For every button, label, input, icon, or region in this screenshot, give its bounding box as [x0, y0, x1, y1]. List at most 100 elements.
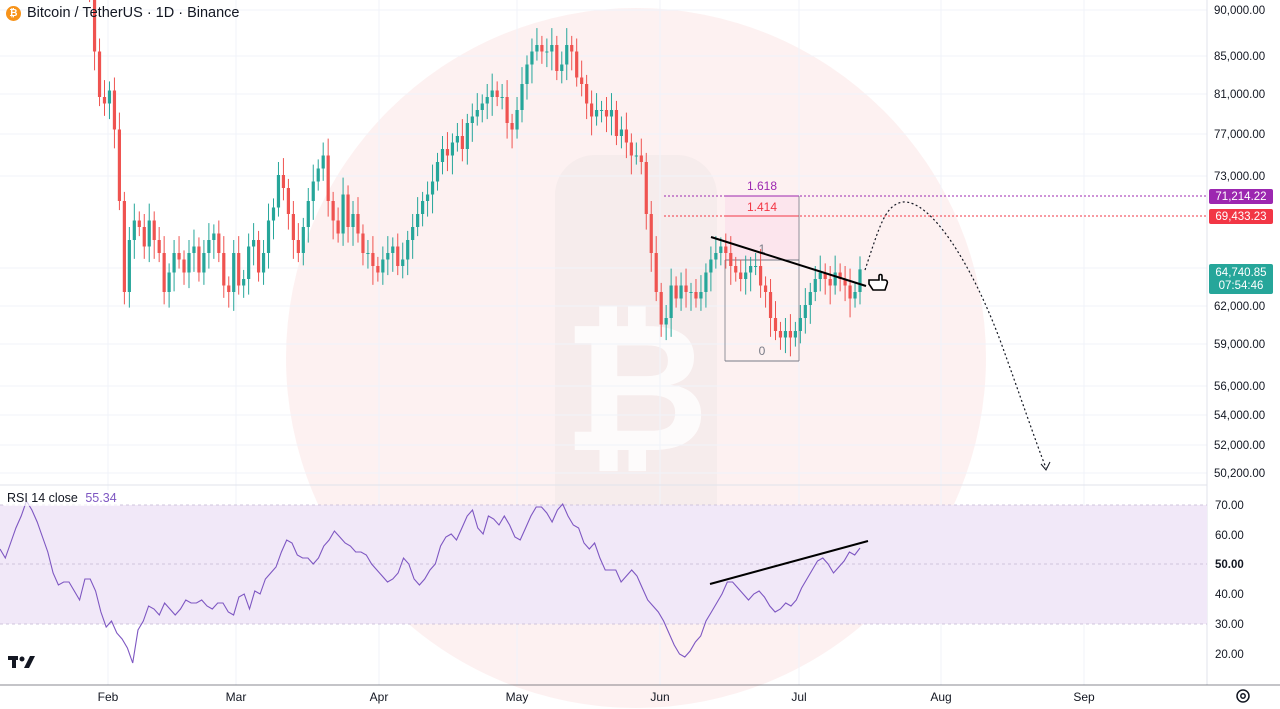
candle-body — [430, 181, 435, 195]
candle-body — [788, 331, 793, 338]
candle-body — [207, 240, 211, 253]
candle-body — [833, 272, 837, 286]
candle-body — [525, 64, 529, 84]
candle-body — [172, 253, 176, 273]
candle-body — [102, 97, 107, 104]
candle-body — [560, 64, 564, 71]
candle-body — [242, 279, 246, 286]
candle-body — [425, 194, 430, 201]
time-tick-label: Jul — [791, 690, 806, 704]
last-price-tag: 64,740.85 07:54:46 — [1209, 264, 1273, 294]
candle-body — [485, 97, 489, 104]
time-axis[interactable]: Feb Mar Apr May Jun Jul Aug Sep — [98, 690, 1095, 704]
svg-text:71,214.22: 71,214.22 — [1215, 191, 1266, 203]
price-tick-label: 81,000.00 — [1214, 89, 1265, 101]
candle-body — [634, 155, 638, 157]
candle-body — [793, 331, 797, 338]
candle-body — [599, 110, 604, 111]
candle-body — [440, 149, 445, 162]
candle-body — [644, 162, 648, 214]
candle-body — [311, 181, 315, 201]
candle-body — [301, 227, 305, 253]
candle-body — [137, 220, 141, 227]
rsi-tick-label: 20.00 — [1215, 649, 1244, 661]
projection-arrowhead — [1040, 461, 1051, 471]
hand-cursor-icon — [868, 273, 889, 291]
symbol-header[interactable]: ₿ Bitcoin / TetherUS · 1D · Binance — [6, 5, 240, 21]
candle-body — [450, 142, 455, 156]
rsi-axis[interactable]: 70.00 60.00 40.00 30.00 20.00 — [1215, 500, 1244, 661]
candle-body — [331, 201, 335, 221]
candle-body — [490, 90, 494, 97]
price-tick-label: 85,000.00 — [1214, 51, 1265, 63]
candle-body — [202, 253, 206, 273]
candle-body — [286, 188, 291, 214]
rsi-trendline[interactable] — [709, 540, 869, 585]
candle-body — [222, 253, 226, 286]
candle-body — [147, 220, 151, 247]
candle-body — [619, 129, 624, 136]
price-trendline[interactable] — [710, 236, 867, 287]
bitcoin-icon: ₿ — [6, 5, 21, 21]
candle-body — [823, 272, 827, 279]
candle-body — [629, 142, 633, 156]
candle-body — [684, 285, 688, 292]
candle-body — [669, 285, 673, 318]
candle-body — [401, 259, 405, 266]
gear-icon[interactable] — [1235, 688, 1251, 704]
candle-body — [266, 220, 271, 253]
candle-body — [813, 279, 817, 292]
candle-body — [391, 246, 395, 253]
rsi-tick-label: 70.00 — [1215, 500, 1244, 512]
candle-body — [659, 292, 663, 325]
candle-body — [396, 246, 400, 266]
projection-path[interactable] — [864, 201, 1047, 469]
rsi-legend[interactable]: RSI 14 close 55.34 — [4, 490, 120, 506]
candle-body — [117, 129, 122, 201]
candle-body — [232, 253, 236, 292]
time-tick-label: Apr — [370, 690, 389, 704]
candle-body — [843, 279, 847, 286]
candle-body — [798, 318, 802, 331]
candle-body — [475, 110, 479, 117]
price-tick-label: 50,200.00 — [1214, 468, 1265, 480]
candle-body — [704, 272, 708, 292]
candle-body — [276, 175, 281, 208]
rsi-tick-label: 40.00 — [1215, 589, 1244, 601]
bar-countdown: 07:54:46 — [1219, 280, 1264, 292]
rsi-tick-label: 30.00 — [1215, 619, 1244, 631]
candle-body — [689, 292, 693, 293]
candle-body — [580, 77, 584, 84]
fib-1414-price-tag: 69,433.23 — [1209, 209, 1273, 224]
candle-body — [545, 51, 549, 53]
candle-body — [495, 90, 499, 97]
candle-body — [261, 253, 266, 273]
price-axis[interactable]: 90,000.00 85,000.00 81,000.00 77,000.00 73,0… — [1214, 5, 1265, 480]
price-tick-label: 77,000.00 — [1214, 129, 1265, 141]
candle-body — [227, 285, 231, 292]
candle-body — [366, 253, 370, 254]
candle-body — [406, 240, 410, 260]
candle-body — [778, 331, 783, 338]
candle-body — [505, 97, 509, 123]
candle-body — [217, 233, 221, 253]
tradingview-logo[interactable] — [8, 654, 38, 675]
fib-1618-price-tag: 71,214.22 — [1209, 189, 1273, 204]
candle-body — [565, 45, 569, 65]
gridlines — [0, 0, 1207, 685]
candle-body — [649, 214, 653, 253]
candle-body — [212, 233, 216, 240]
candle-body — [510, 123, 514, 130]
fib-0-label: 0 — [759, 344, 766, 358]
candle-body — [739, 272, 743, 279]
candle-body — [351, 214, 355, 227]
candle-body — [773, 318, 778, 331]
candle-body — [589, 103, 594, 117]
candle-body — [197, 246, 201, 273]
candle-body — [639, 155, 643, 162]
candle-body — [758, 266, 763, 286]
price-tick-label: 52,000.00 — [1214, 440, 1265, 452]
candle-body — [535, 45, 539, 52]
candle-body — [575, 51, 579, 78]
